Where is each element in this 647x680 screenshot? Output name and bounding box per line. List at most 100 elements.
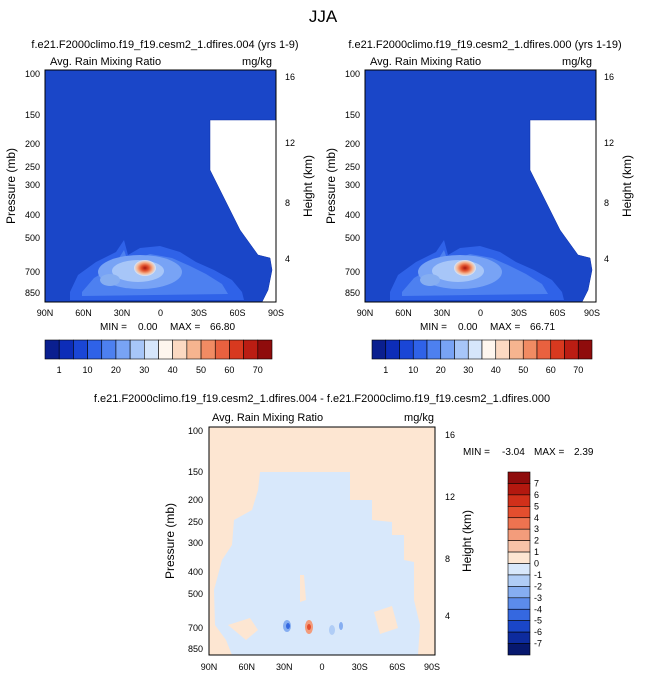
panel-2-x-tick: 60N	[395, 308, 412, 318]
panel-1-y-tick: 700	[25, 267, 40, 277]
colorbar-right-swatch	[495, 339, 510, 360]
colorbar-left-swatch	[214, 339, 230, 360]
colorbar-difference-label: 5	[534, 501, 539, 511]
panel-3-y-tick: 700	[188, 623, 203, 633]
panel-1: f.e21.F2000climo.f19_f19.cesm2_1.dfires.…	[4, 39, 315, 333]
panel-3-y-tick: 200	[188, 495, 203, 505]
panel-1-y-ticks: 100 150 200 250 300 400 500 700 850	[25, 69, 40, 298]
panel-2-field-secondary	[420, 274, 440, 286]
panel-1-field-secondary	[100, 274, 120, 286]
colorbar-right-label: 50	[518, 365, 528, 375]
panel-3-y-tick: 850	[188, 644, 203, 654]
colorbar-difference-swatch	[507, 483, 531, 496]
colorbar-left-swatch	[73, 339, 88, 360]
panel-3-max-label: MAX =	[534, 447, 564, 458]
panel-2-y-tick: 250	[345, 162, 360, 172]
panel-2-y-ticks: 100 150 200 250 300 400 500 700 850	[345, 69, 360, 298]
panel-3-y-axis-label: Pressure (mb)	[163, 503, 177, 579]
colorbar-right-swatch	[412, 339, 428, 360]
colorbar-right-swatch	[564, 339, 579, 360]
panel-3-height-tick: 8	[445, 554, 450, 564]
panel-1-field-core	[134, 260, 156, 276]
panel-3-negative-spot	[286, 623, 290, 629]
colorbar-left-swatch	[58, 339, 74, 360]
panel-3-negative-region	[214, 472, 420, 655]
panel-3-x-tick: 60N	[238, 662, 255, 672]
panel-3-y-ticks-right: 16 12 8 4	[445, 430, 455, 621]
panel-3-positive-patch	[300, 575, 306, 602]
panel-3-y-tick: 100	[188, 426, 203, 436]
panel-1-x-tick: 60N	[75, 308, 92, 318]
panel-1-x-tick: 90S	[268, 308, 284, 318]
panel-3-y-tick: 300	[188, 538, 203, 548]
colorbar-difference-swatch	[507, 586, 531, 599]
panel-3-x-tick: 30N	[276, 662, 293, 672]
colorbar-left: 1 10 20 30 40 50 60 70	[44, 339, 273, 375]
panel-3-subtitle-right: mg/kg	[404, 412, 434, 424]
colorbar-right-label: 60	[546, 365, 556, 375]
colorbar-left-swatch	[243, 339, 259, 360]
panel-1-title: f.e21.F2000climo.f19_f19.cesm2_1.dfires.…	[31, 39, 298, 51]
panel-2-y-ticks-right: 16 12 8 4	[604, 72, 614, 264]
panel-1-y-tick: 850	[25, 288, 40, 298]
colorbar-left-label: 10	[83, 365, 93, 375]
colorbar-right-swatch	[550, 339, 565, 360]
panel-3-max-value: 2.39	[574, 447, 594, 458]
panel-2: f.e21.F2000climo.f19_f19.cesm2_1.dfires.…	[324, 39, 634, 333]
panel-2-height-tick: 4	[604, 254, 609, 264]
panel-1-y-tick: 400	[25, 210, 40, 220]
colorbar-left-label: 1	[57, 365, 62, 375]
colorbar-right-swatch	[522, 339, 538, 360]
figure-title: JJA	[309, 7, 338, 26]
panel-3-y-tick: 400	[188, 567, 203, 577]
panel-1-y-tick: 500	[25, 233, 40, 243]
panel-2-rain-field	[364, 69, 597, 303]
colorbar-left-swatch	[44, 339, 60, 360]
panel-3-y-tick: 150	[188, 467, 203, 477]
panel-3-y-tick: 500	[188, 589, 203, 599]
panel-2-x-tick: 30S	[511, 308, 527, 318]
panel-2-max-label: MAX =	[490, 322, 520, 333]
panel-2-x-tick: 0	[478, 308, 483, 318]
panel-1-min-value: 0.00	[138, 322, 158, 333]
colorbar-left-swatch	[158, 339, 173, 360]
colorbar-left-swatch	[101, 339, 117, 360]
panel-2-plot-frame	[364, 69, 597, 303]
panel-1-height-tick: 4	[285, 254, 290, 264]
panel-1-x-ticks: 90N 60N 30N 0 30S 60S 90S	[37, 308, 284, 318]
colorbar-difference-label: 4	[534, 513, 539, 523]
panel-1-y-tick: 250	[25, 162, 40, 172]
panel-3-difference-field	[214, 472, 420, 655]
colorbar-difference-swatch	[507, 528, 531, 541]
colorbar-difference-label: -5	[534, 616, 542, 626]
panel-2-field-core	[454, 260, 476, 276]
colorbar-difference-swatch	[507, 620, 531, 633]
colorbar-left-swatch	[144, 339, 159, 360]
colorbar-difference-label: 1	[534, 547, 539, 557]
colorbar-right-swatch	[577, 339, 593, 360]
panel-3-min-label: MIN =	[463, 447, 490, 458]
panel-2-x-tick: 60S	[549, 308, 565, 318]
panel-2-y-axis-label-right: Height (km)	[620, 155, 634, 217]
colorbar-difference-swatch	[507, 574, 531, 587]
colorbar-right-label: 1	[383, 365, 388, 375]
panel-1-height-tick: 8	[285, 198, 290, 208]
panel-1-subtitle-right: mg/kg	[242, 56, 272, 68]
panel-1-y-tick: 200	[25, 139, 40, 149]
panel-1-height-tick: 12	[285, 138, 295, 148]
panel-3: f.e21.F2000climo.f19_f19.cesm2_1.dfires.…	[94, 393, 594, 672]
panel-1-rain-field	[44, 69, 277, 303]
colorbar-difference-label: -3	[534, 593, 542, 603]
panel-2-x-tick: 90S	[584, 308, 600, 318]
panel-2-x-tick: 30N	[434, 308, 451, 318]
colorbar-left-swatch	[200, 339, 216, 360]
panel-1-y-tick: 100	[25, 69, 40, 79]
panel-2-y-tick: 500	[345, 233, 360, 243]
colorbar-left-label: 50	[196, 365, 206, 375]
panel-3-positive-patch	[228, 618, 258, 640]
colorbar-right-swatch	[467, 339, 483, 360]
panel-3-height-tick: 12	[445, 492, 455, 502]
panel-2-height-tick: 12	[604, 138, 614, 148]
panel-2-min-value: 0.00	[458, 322, 478, 333]
